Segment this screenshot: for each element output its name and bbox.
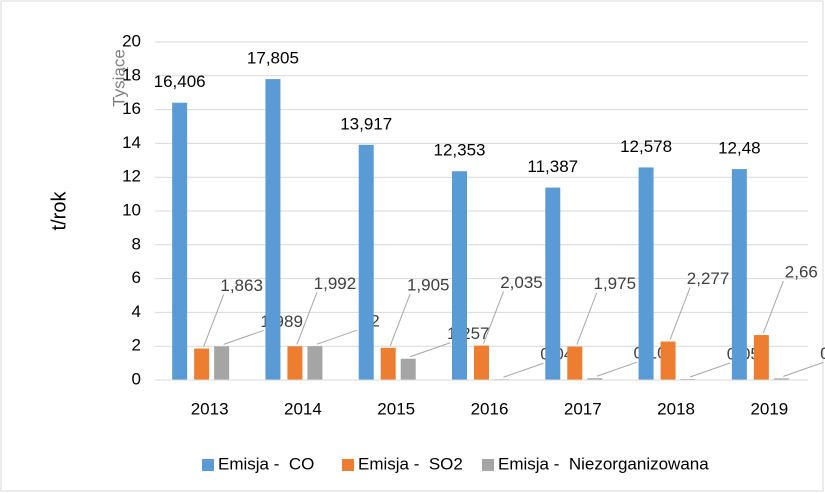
bar — [753, 335, 769, 380]
y-tick-label: 2 — [132, 336, 141, 355]
data-label: 1,975 — [594, 274, 637, 293]
bar — [214, 346, 230, 380]
bar — [194, 348, 210, 380]
y-tick-label: 18 — [122, 65, 141, 84]
y-tick-label: 0 — [132, 369, 141, 388]
legend-swatch — [342, 459, 354, 471]
data-label: 1,992 — [314, 274, 357, 293]
bar — [172, 102, 188, 381]
leader-line — [223, 329, 264, 345]
data-label: 2,277 — [687, 269, 730, 288]
bar — [400, 358, 416, 380]
bar — [307, 346, 323, 380]
y-tick-label: 10 — [122, 200, 141, 219]
leader-line — [483, 291, 504, 344]
bar — [265, 79, 281, 381]
y-tick-label: 6 — [132, 268, 141, 287]
x-tick-label: 2014 — [284, 399, 322, 418]
display-unit: Tysiące — [109, 49, 128, 107]
legend-swatch — [202, 459, 214, 471]
bar — [660, 341, 676, 380]
data-label: 12,578 — [620, 137, 672, 156]
leader-line — [316, 329, 358, 345]
x-tick-label: 2018 — [657, 399, 695, 418]
bar — [731, 169, 747, 380]
leader-line — [689, 362, 731, 378]
leader-line — [389, 293, 411, 346]
y-tick-label: 16 — [122, 99, 141, 118]
bar — [638, 167, 654, 380]
data-label: 11,387 — [527, 157, 578, 176]
y-tick-label: 4 — [132, 302, 141, 321]
bar — [474, 345, 489, 380]
bar — [567, 346, 583, 380]
data-label: 12,48 — [718, 139, 761, 158]
legend-label: Emisja - Niezorganizowana — [498, 454, 709, 473]
data-label: 12,353 — [434, 141, 486, 160]
data-label: 17,805 — [247, 49, 299, 68]
leader-line — [783, 361, 824, 377]
y-tick-label: 14 — [122, 133, 141, 152]
y-tick-label: 8 — [132, 234, 141, 253]
data-label: 2,66 — [785, 263, 818, 282]
leader-line — [203, 294, 225, 347]
bar — [587, 378, 603, 380]
bar — [380, 347, 396, 380]
x-tick-label: 2013 — [191, 399, 229, 418]
bar — [452, 171, 467, 380]
legend-swatch — [482, 459, 494, 471]
leader-line — [576, 292, 598, 345]
data-label: 16,406 — [154, 72, 206, 91]
x-tick-label: 2017 — [564, 399, 602, 418]
leader-line — [596, 361, 637, 377]
y-tick-label: 20 — [122, 31, 141, 50]
data-label: 0,096 — [820, 344, 825, 363]
bar — [545, 187, 561, 380]
data-label: 2,035 — [500, 273, 543, 292]
bar — [773, 378, 789, 380]
data-label: 13,917 — [340, 114, 392, 133]
leader-line — [503, 362, 544, 378]
bar — [287, 346, 303, 380]
data-label: 1,863 — [220, 276, 263, 295]
x-tick-label: 2019 — [750, 399, 788, 418]
bar — [358, 144, 374, 380]
data-label: 1,905 — [407, 275, 450, 294]
y-tick-label: 12 — [122, 167, 141, 186]
leader-line — [762, 280, 784, 334]
x-tick-label: 2015 — [377, 399, 415, 418]
y-axis-title: t/rok — [48, 191, 70, 231]
leader-line — [410, 342, 451, 358]
legend-label: Emisja - SO2 — [358, 454, 463, 473]
x-tick-label: 2016 — [471, 399, 509, 418]
data-label: 2 — [370, 312, 379, 331]
leader-line — [669, 287, 691, 340]
legend-label: Emisja - CO — [218, 454, 314, 473]
leader-line — [296, 292, 318, 345]
